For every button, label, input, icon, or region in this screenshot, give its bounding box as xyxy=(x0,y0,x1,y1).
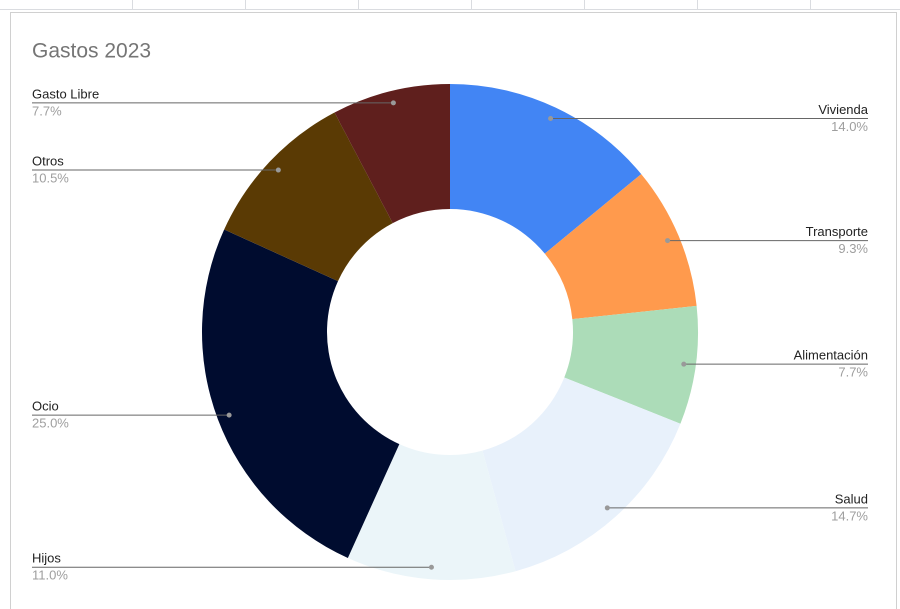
slice-value-label: 9.3% xyxy=(838,241,868,256)
slice-label: Otros xyxy=(32,153,64,168)
leader-dot xyxy=(548,116,554,122)
donut-slice xyxy=(564,305,698,424)
leader-dot xyxy=(681,361,687,367)
leader-dot xyxy=(226,412,232,418)
slice-value-label: 10.5% xyxy=(32,170,69,185)
donut-slice xyxy=(544,174,697,320)
slice-label: Salud xyxy=(835,491,868,506)
leader-dot xyxy=(604,505,610,511)
leader-dot xyxy=(390,100,396,106)
slice-value-label: 14.0% xyxy=(831,119,868,134)
donut-slice xyxy=(224,112,393,282)
donut-slice xyxy=(482,377,681,572)
slice-value-label: 7.7% xyxy=(32,103,62,118)
slice-value-label: 25.0% xyxy=(32,416,69,431)
donut-slice xyxy=(202,229,400,558)
slice-label: Transporte xyxy=(806,224,868,239)
slice-value-label: 14.7% xyxy=(831,508,868,523)
slice-label: Ocio xyxy=(32,399,59,414)
slice-label: Gasto Libre xyxy=(32,86,99,101)
leader-dot xyxy=(275,167,281,173)
slice-label: Hijos xyxy=(32,551,61,566)
donut-slice xyxy=(334,84,450,224)
donut-slice xyxy=(450,84,642,254)
donut-slice xyxy=(347,444,516,580)
chart-title: Gastos 2023 xyxy=(32,40,151,63)
leader-dot xyxy=(428,564,434,570)
slice-label: Alimentación xyxy=(794,348,868,363)
slice-value-label: 7.7% xyxy=(838,365,868,380)
sheet-grid xyxy=(0,0,900,10)
slice-value-label: 11.0% xyxy=(32,568,68,583)
leader-dot xyxy=(665,238,671,244)
slice-label: Vivienda xyxy=(818,102,868,117)
